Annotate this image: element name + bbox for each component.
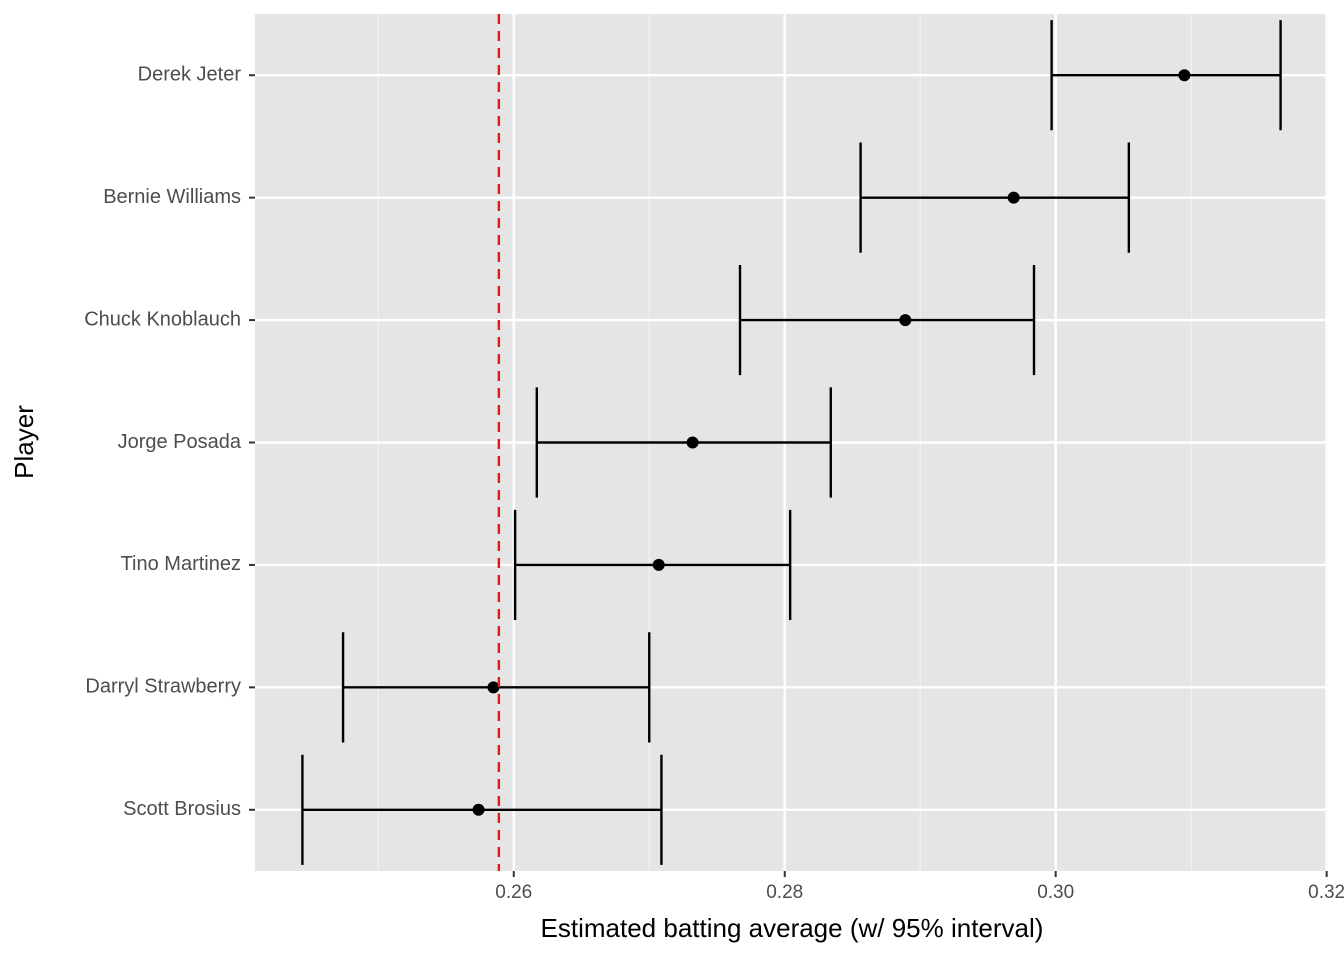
y-tick-label: Darryl Strawberry (85, 676, 241, 698)
y-tick-label: Jorge Posada (118, 431, 242, 453)
y-tick-label: Bernie Williams (103, 186, 241, 208)
point (487, 681, 500, 694)
y-tick-label: Chuck Knoblauch (84, 308, 241, 330)
point (472, 803, 485, 816)
y-axis-title: Player (9, 405, 39, 479)
x-tick-label: 0.30 (1037, 882, 1074, 903)
y-tick-label: Scott Brosius (123, 798, 241, 820)
point (1007, 191, 1020, 204)
point (1178, 69, 1191, 82)
x-tick-label: 0.26 (495, 882, 532, 903)
y-tick-label: Derek Jeter (138, 63, 242, 85)
x-tick-label: 0.28 (766, 882, 803, 903)
x-tick-label: 0.32 (1308, 882, 1344, 903)
point (899, 314, 912, 327)
point (686, 436, 699, 449)
x-axis-title: Estimated batting average (w/ 95% interv… (541, 913, 1044, 943)
y-tick-label: Tino Martinez (121, 553, 241, 575)
point (652, 558, 665, 571)
